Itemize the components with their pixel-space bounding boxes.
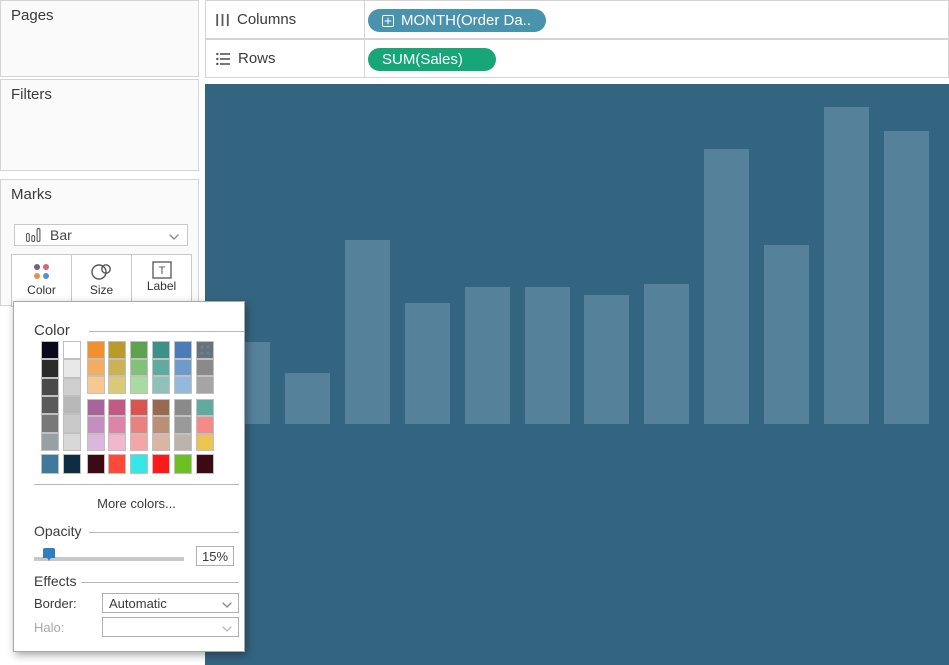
svg-text:T: T <box>158 265 165 277</box>
